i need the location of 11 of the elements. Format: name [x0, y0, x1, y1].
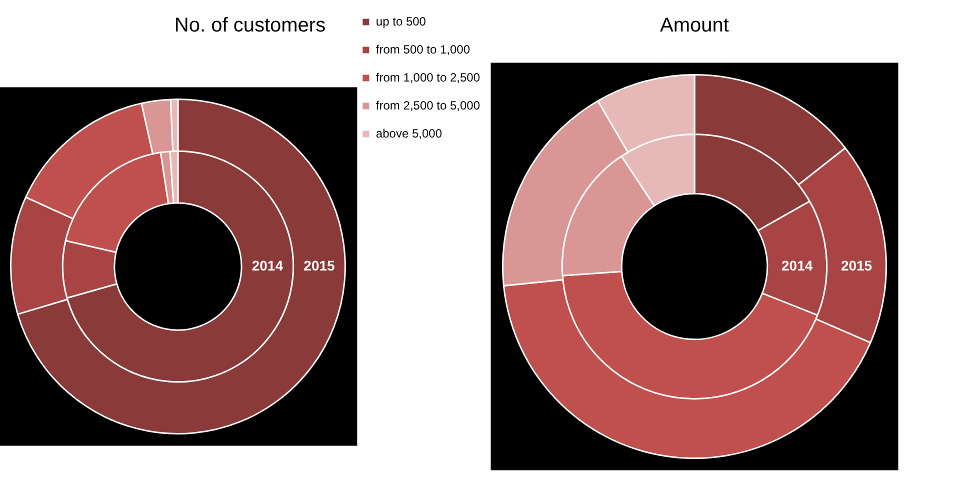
legend-label: up to 500 — [376, 14, 426, 28]
slice-label: 2015 — [840, 257, 872, 274]
legend-label: from 2,500 to 5,000 — [376, 98, 480, 112]
slice-label: 2014 — [252, 257, 284, 274]
chart-title: Amount — [660, 14, 730, 37]
chart-title: No. of customers — [174, 14, 326, 37]
slice-label: 2015 — [304, 257, 336, 274]
legend-label: from 500 to 1,000 — [376, 42, 470, 56]
legend-label: from 1,000 to 2,500 — [376, 70, 480, 84]
legend-label: above 5,000 — [376, 126, 442, 140]
slice-label: 2014 — [782, 257, 813, 274]
